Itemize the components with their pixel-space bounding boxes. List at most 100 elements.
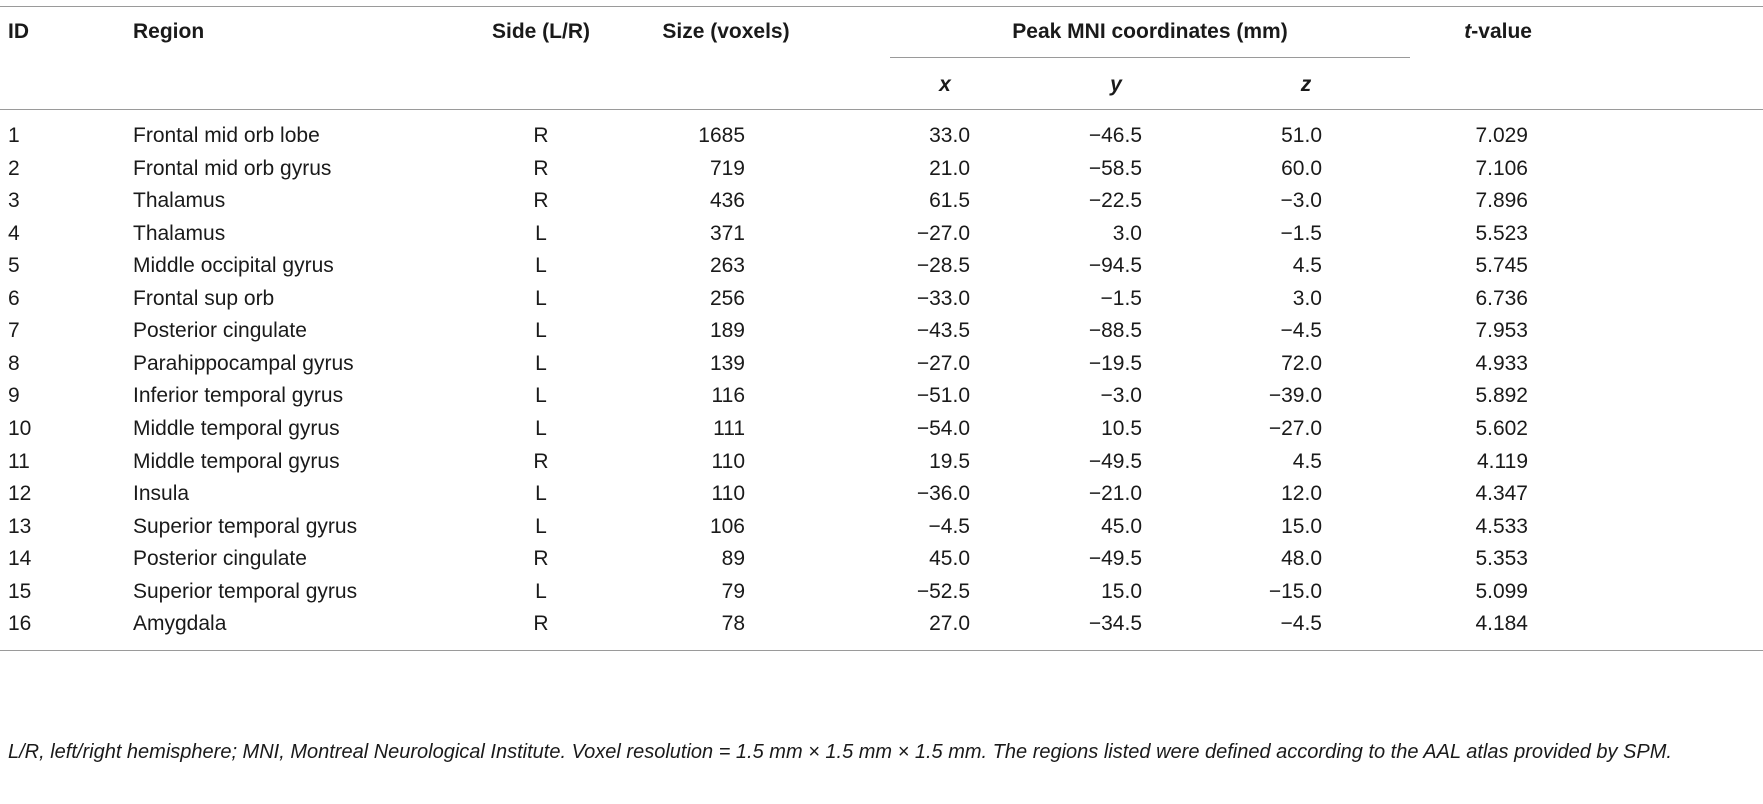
cell-t: 4.119 [1477,450,1528,473]
cell-y: −88.5 [1088,319,1142,342]
cell-region: Insula [133,482,190,505]
header-region: Region [133,20,205,43]
cell-t: 5.602 [1475,417,1528,440]
cell-region: Middle temporal gyrus [133,450,340,473]
cell-z: −1.5 [1280,222,1322,245]
cell-region: Middle temporal gyrus [133,417,340,440]
cell-size: 110 [711,482,745,505]
cell-y: −58.5 [1088,157,1142,180]
cell-side: L [535,580,547,603]
cell-t: 7.896 [1475,189,1528,212]
header-x: x [939,73,951,96]
cell-x: 19.5 [929,450,970,473]
cell-region: Superior temporal gyrus [133,515,358,538]
cell-region: Thalamus [133,189,226,212]
header-peak-mni: Peak MNI coordinates (mm) [1012,20,1288,43]
header-t-italic: t [1464,20,1472,43]
cell-y: 10.5 [1101,417,1142,440]
cell-size: 89 [721,547,745,570]
cell-size: 79 [721,580,745,603]
cell-size: 116 [711,384,745,407]
cell-y: −21.0 [1088,482,1142,505]
cell-side: L [535,222,547,245]
cell-y: −94.5 [1088,254,1142,277]
cell-side: L [535,352,547,375]
cell-x: −27.0 [916,222,970,245]
cell-region: Frontal sup orb [133,287,275,310]
header-side: Side (L/R) [492,20,590,43]
cell-id: 8 [8,352,20,375]
cell-side: L [535,384,547,407]
header-z: z [1300,73,1312,96]
cell-side: L [535,287,547,310]
cell-region: Inferior temporal gyrus [133,384,344,407]
cell-z: 3.0 [1292,287,1322,310]
cell-z: 12.0 [1281,482,1322,505]
cell-y: 15.0 [1101,580,1142,603]
cell-id: 6 [8,287,20,310]
cell-region: Frontal mid orb lobe [133,124,320,147]
cell-y: 45.0 [1101,515,1142,538]
cell-side: R [533,157,549,180]
cell-size: 189 [709,319,745,342]
cell-size: 371 [709,222,745,245]
cell-size: 436 [709,189,745,212]
cell-y: 3.0 [1112,222,1142,245]
cell-size: 1685 [698,124,745,147]
cell-side: L [535,319,547,342]
cell-region: Superior temporal gyrus [133,580,358,603]
cell-size: 256 [709,287,745,310]
cell-y: −34.5 [1088,612,1142,635]
cell-t: 4.533 [1475,515,1528,538]
cell-t: 5.892 [1475,384,1528,407]
cell-region: Posterior cingulate [133,547,307,570]
cell-z: 4.5 [1292,254,1322,277]
cell-x: −28.5 [916,254,970,277]
cell-x: 61.5 [929,189,970,212]
cell-x: 27.0 [929,612,970,635]
cell-x: −54.0 [916,417,970,440]
cell-side: L [535,254,547,277]
cell-t: 5.353 [1475,547,1528,570]
cell-size: 263 [709,254,745,277]
cell-z: −4.5 [1280,612,1322,635]
cell-size: 106 [709,515,745,538]
cell-id: 16 [8,612,32,635]
cell-id: 14 [8,547,32,570]
cell-id: 1 [8,124,20,147]
cell-side: L [535,482,547,505]
table-bottom-rule [0,650,1763,651]
cell-x: 45.0 [929,547,970,570]
table-footnote: L/R, left/right hemisphere; MNI, Montrea… [8,741,1672,763]
cell-id: 9 [8,384,20,407]
cell-t: 7.953 [1475,319,1528,342]
peak-mni-underline [890,57,1410,58]
cell-t: 6.736 [1475,287,1528,310]
cell-side: R [533,547,549,570]
cell-x: −52.5 [916,580,970,603]
cell-id: 10 [8,417,32,440]
cell-x: −51.0 [916,384,970,407]
cell-y: −49.5 [1088,450,1142,473]
cell-z: −3.0 [1280,189,1322,212]
cell-region: Posterior cingulate [133,319,307,342]
cell-region: Amygdala [133,612,227,635]
header-t-rest: -value [1471,20,1532,43]
cell-side: L [535,417,547,440]
cell-id: 5 [8,254,20,277]
cell-t: 5.523 [1475,222,1528,245]
cell-side: L [535,515,547,538]
cell-x: −43.5 [916,319,970,342]
cell-region: Middle occipital gyrus [133,254,334,277]
cell-z: −27.0 [1268,417,1322,440]
cell-z: 60.0 [1281,157,1322,180]
cell-x: 33.0 [929,124,970,147]
cell-z: 51.0 [1281,124,1322,147]
cell-id: 3 [8,189,20,212]
cell-size: 719 [709,157,745,180]
cell-size: 111 [713,417,745,440]
header-t-value: t-value [1430,20,1532,44]
cell-t: 4.184 [1475,612,1528,635]
cell-y: −1.5 [1100,287,1142,310]
cell-y: −46.5 [1088,124,1142,147]
